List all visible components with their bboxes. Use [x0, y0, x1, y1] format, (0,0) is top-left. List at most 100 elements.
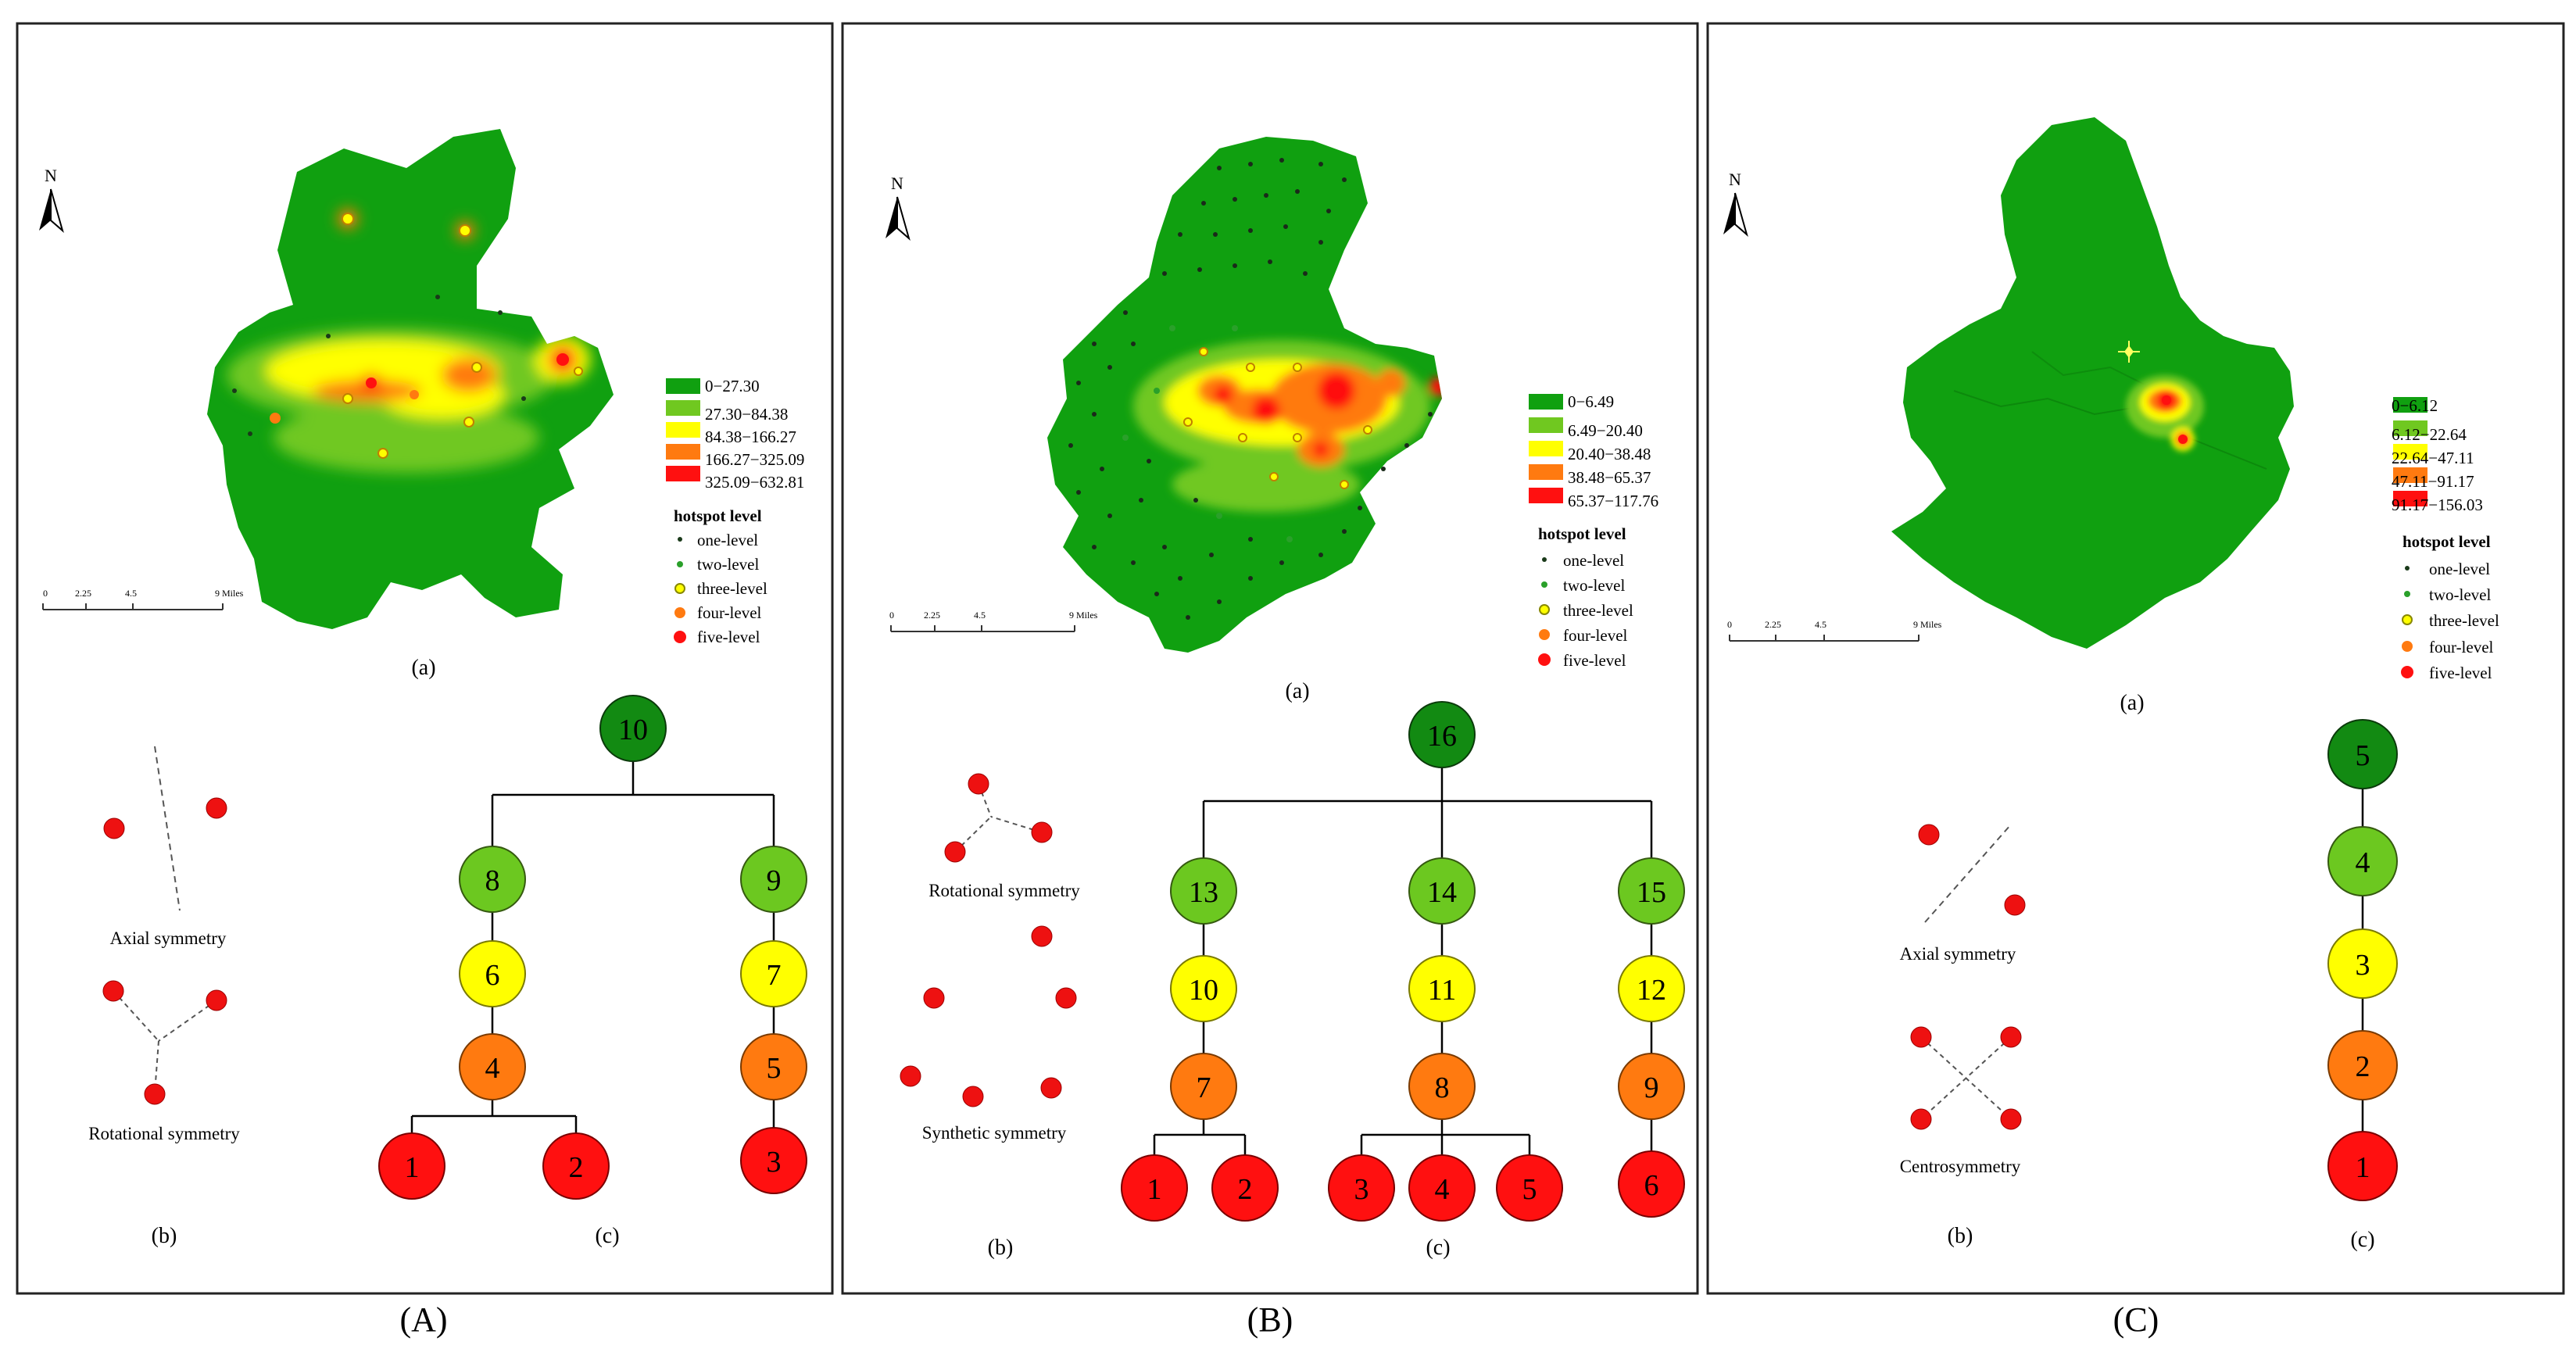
- legend-level-1: one-level: [697, 531, 758, 549]
- svg-text:11: 11: [1428, 974, 1457, 1007]
- axial-symmetry-label: Axial symmetry: [110, 928, 227, 948]
- scale-bar: 0 2.25 4.5 9 Miles: [889, 610, 1098, 632]
- svg-text:10: 10: [1189, 974, 1218, 1007]
- tree-node-1: 1: [1121, 1154, 1188, 1222]
- map-legend: 0−6.49 6.49−20.40 20.40−38.48 38.48−65.3…: [1529, 392, 1658, 670]
- svg-text:6: 6: [1644, 1169, 1659, 1202]
- tree-node-7: 7: [740, 940, 807, 1007]
- svg-text:5: 5: [767, 1052, 782, 1085]
- hotspot-map: [1047, 137, 1442, 653]
- legend-level-3: three-level: [2429, 611, 2499, 630]
- svg-text:1: 1: [405, 1151, 420, 1184]
- b-label: (b): [152, 1224, 177, 1248]
- tree-node-3: 3: [1328, 1154, 1395, 1222]
- tree-node-2: 2: [2327, 1030, 2398, 1100]
- legend-class-4: 47.11−91.17: [2392, 472, 2474, 491]
- map-label: (a): [2120, 691, 2144, 715]
- svg-text:2: 2: [1238, 1173, 1253, 1206]
- legend-title: hotspot level: [1538, 524, 1626, 543]
- panel-a: N: [39, 129, 807, 1339]
- tree-node-15: 15: [1618, 857, 1685, 925]
- panel-caption: (B): [1247, 1300, 1293, 1339]
- legend-class-5: 91.17−156.03: [2392, 495, 2483, 514]
- map-label: (a): [1285, 679, 1309, 703]
- legend-class-2: 6.12−22.64: [2392, 425, 2467, 444]
- svg-text:1: 1: [1147, 1173, 1162, 1206]
- svg-text:1: 1: [2356, 1151, 2370, 1184]
- svg-text:6: 6: [485, 959, 500, 992]
- legend-class-3: 84.38−166.27: [705, 428, 796, 446]
- legend-class-4: 166.27−325.09: [705, 450, 804, 469]
- hotspot-points: [1122, 325, 1372, 542]
- svg-text:9: 9: [767, 864, 782, 897]
- tree-node-4: 4: [459, 1033, 526, 1100]
- tree-node-13: 13: [1170, 857, 1237, 925]
- north-arrow-icon: N: [1723, 170, 1748, 237]
- north-label: N: [891, 174, 903, 193]
- north-label: N: [1729, 170, 1741, 189]
- centrosymmetry-label: Centrosymmetry: [1900, 1157, 2021, 1176]
- tree-node-1: 1: [378, 1132, 445, 1200]
- svg-text:7: 7: [767, 959, 782, 992]
- svg-text:5: 5: [2356, 739, 2370, 772]
- svg-text:15: 15: [1637, 876, 1666, 909]
- legend-level-1: one-level: [1563, 551, 1624, 570]
- tree-node-6: 6: [459, 940, 526, 1007]
- symmetry-diagrams: Rotational symmetry Synthetic symmetry: [900, 773, 1080, 1143]
- tree-node-4: 4: [1408, 1154, 1476, 1222]
- panel-c: N: [1723, 117, 2499, 1339]
- panel-caption: (A): [399, 1300, 447, 1339]
- svg-text:2: 2: [569, 1151, 584, 1184]
- synthetic-symmetry-label: Synthetic symmetry: [922, 1123, 1067, 1143]
- hotspot-map: [207, 129, 614, 629]
- tree-node-16: 16: [1408, 701, 1476, 768]
- panel-frame-b: [841, 22, 1699, 1295]
- tree-node-14: 14: [1408, 857, 1476, 925]
- scale-tick-3: 9 Miles: [215, 588, 244, 599]
- rotational-symmetry-label: Rotational symmetry: [928, 881, 1080, 900]
- svg-text:13: 13: [1189, 876, 1218, 909]
- legend-level-5: five-level: [2429, 664, 2492, 682]
- panel-caption: (C): [2113, 1300, 2159, 1339]
- legend-class-2: 6.49−20.40: [1568, 421, 1643, 440]
- scale-tick-0: 0: [889, 610, 894, 621]
- svg-text:8: 8: [485, 864, 500, 897]
- svg-text:9: 9: [1644, 1071, 1659, 1104]
- legend-level-2: two-level: [2429, 585, 2491, 604]
- scale-tick-1: 2.25: [924, 610, 940, 621]
- rotational-symmetry-label: Rotational symmetry: [88, 1124, 240, 1143]
- north-label: N: [45, 166, 57, 185]
- legend-class-1: 0−6.49: [1568, 392, 1614, 411]
- c-label: (c): [2350, 1228, 2374, 1252]
- legend-level-3: three-level: [1563, 601, 1633, 620]
- legend-level-2: two-level: [1563, 576, 1625, 595]
- legend-class-1: 0−6.12: [2392, 396, 2438, 415]
- legend-class-3: 20.40−38.48: [1568, 445, 1651, 463]
- tree-node-12: 12: [1618, 955, 1685, 1022]
- scale-tick-3: 9 Miles: [1069, 610, 1098, 621]
- legend-level-5: five-level: [697, 628, 760, 646]
- panel-frame-c: [1706, 22, 2565, 1295]
- north-arrow-icon: N: [886, 174, 911, 241]
- hierarchy-tree: 16 13 14 15 10 11 12 7 8 9 1 2 3 4 5 6: [1121, 701, 1685, 1222]
- svg-text:14: 14: [1427, 876, 1457, 909]
- svg-text:3: 3: [1354, 1173, 1369, 1206]
- scale-tick-2: 4.5: [1815, 619, 1826, 630]
- svg-text:4: 4: [2356, 846, 2370, 879]
- tree-node-10: 10: [1170, 955, 1237, 1022]
- svg-text:7: 7: [1197, 1071, 1211, 1104]
- legend-class-5: 325.09−632.81: [705, 473, 804, 492]
- one-level-points: [1068, 158, 1433, 620]
- tree-node-10: 10: [599, 695, 667, 762]
- tree-node-6: 6: [1618, 1150, 1685, 1218]
- tree-node-9: 9: [740, 846, 807, 913]
- tree-node-3: 3: [2327, 928, 2398, 999]
- hotspot-points: [2118, 341, 2188, 444]
- svg-text:3: 3: [2356, 949, 2370, 982]
- svg-text:4: 4: [1435, 1173, 1450, 1206]
- tree-node-7: 7: [1170, 1053, 1237, 1120]
- tree-node-5: 5: [1496, 1154, 1563, 1222]
- legend-level-5: five-level: [1563, 651, 1626, 670]
- scale-bar: 0 2.25 4.5 9 Miles: [42, 588, 244, 610]
- legend-title: hotspot level: [674, 506, 762, 525]
